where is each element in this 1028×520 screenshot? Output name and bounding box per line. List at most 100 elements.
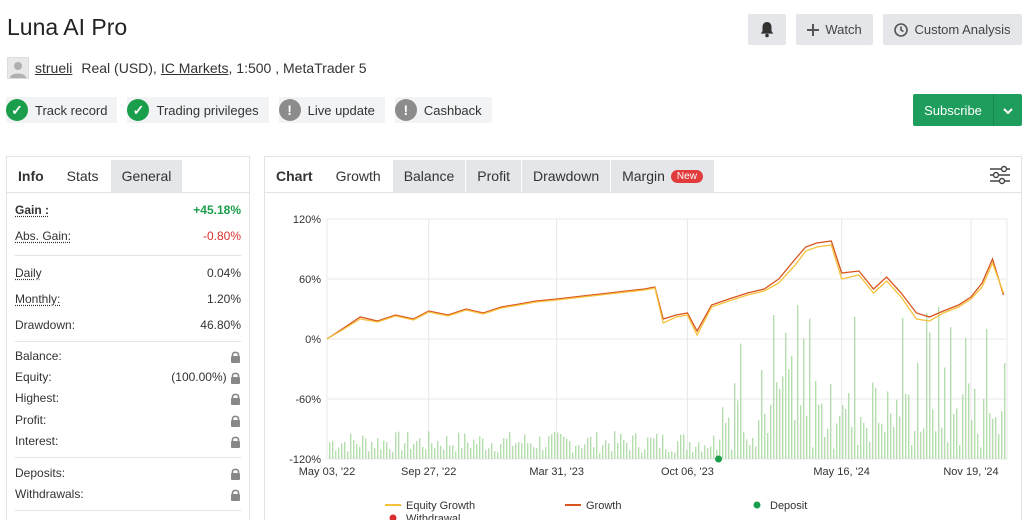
y-tick-label: 0% bbox=[305, 334, 321, 346]
x-tick-label: May 16, '24 bbox=[813, 466, 870, 478]
tab-info[interactable]: Info bbox=[7, 160, 56, 192]
activity-bar bbox=[980, 447, 982, 459]
activity-bar bbox=[764, 414, 766, 459]
activity-bar bbox=[935, 431, 937, 459]
activity-bar bbox=[968, 383, 970, 459]
stat-label[interactable]: Abs. Gain: bbox=[15, 229, 72, 243]
activity-bar bbox=[920, 431, 922, 459]
stats-tabs: Info Stats General bbox=[7, 157, 249, 193]
activity-bar bbox=[896, 399, 898, 459]
growth-chart[interactable]: 120% 60% 0% -60% -120%May 03, '22 Sep 27, '22… bbox=[265, 193, 1021, 520]
activity-bar bbox=[698, 442, 700, 459]
activity-bar bbox=[653, 438, 655, 459]
bell-icon bbox=[760, 22, 774, 38]
stat-value: (100.00%) bbox=[171, 370, 227, 384]
activity-bar bbox=[869, 441, 871, 459]
avatar[interactable] bbox=[7, 57, 29, 79]
activity-bar bbox=[467, 442, 469, 459]
activity-bar bbox=[962, 394, 964, 459]
stat-value: -0.80% bbox=[202, 229, 241, 243]
stat-label[interactable]: Monthly: bbox=[15, 292, 61, 306]
stat-equity: Equity: (100.00%) bbox=[15, 370, 241, 384]
activity-bar bbox=[947, 442, 949, 459]
activity-bar bbox=[926, 312, 928, 459]
stat-label[interactable]: Gain : bbox=[15, 203, 50, 217]
activity-bar bbox=[899, 416, 901, 459]
activity-bar bbox=[536, 447, 538, 459]
tab-margin[interactable]: Margin New bbox=[611, 160, 715, 192]
broker-link[interactable]: IC Markets bbox=[160, 60, 229, 76]
lock-icon bbox=[230, 413, 241, 427]
legend-label[interactable]: Withdrawal bbox=[406, 513, 460, 520]
equity-growth-line bbox=[326, 244, 1005, 340]
tab-profit[interactable]: Profit bbox=[466, 160, 522, 192]
stat-label[interactable]: Daily bbox=[15, 266, 42, 280]
exclamation-icon: ! bbox=[394, 99, 417, 121]
stat-label: Withdrawals: bbox=[15, 487, 84, 501]
activity-bar bbox=[374, 447, 376, 459]
activity-bar bbox=[362, 435, 364, 459]
activity-bar bbox=[542, 450, 544, 459]
activity-bar bbox=[518, 442, 520, 459]
activity-bar bbox=[521, 443, 523, 459]
activity-bar bbox=[866, 427, 868, 459]
x-tick-label: Oct 06, '23 bbox=[661, 466, 714, 478]
legend-label[interactable]: Equity Growth bbox=[406, 500, 475, 512]
badge-live-update[interactable]: ! Live update bbox=[278, 97, 385, 123]
activity-bar bbox=[689, 442, 691, 459]
tab-growth[interactable]: Growth bbox=[324, 160, 393, 192]
activity-bar bbox=[611, 451, 613, 459]
activity-bar bbox=[683, 434, 685, 459]
activity-bar bbox=[887, 391, 889, 459]
chevron-down-icon[interactable] bbox=[994, 103, 1022, 118]
activity-bar bbox=[392, 451, 394, 459]
badge-trading-privileges[interactable]: ✓ Trading privileges bbox=[127, 97, 269, 123]
activity-bar bbox=[557, 432, 559, 459]
activity-bar bbox=[524, 434, 526, 459]
watch-button[interactable]: Watch bbox=[796, 14, 873, 45]
activity-bar bbox=[581, 448, 583, 459]
activity-bar bbox=[584, 444, 586, 459]
legend-label[interactable]: Deposit bbox=[770, 500, 807, 512]
chart-panel: Chart Growth Balance Profit Drawdown Mar… bbox=[264, 156, 1022, 520]
custom-analysis-label: Custom Analysis bbox=[914, 22, 1011, 37]
lock-icon bbox=[230, 466, 241, 480]
activity-bar bbox=[752, 437, 754, 459]
badge-cashback[interactable]: ! Cashback bbox=[394, 97, 492, 123]
stat-balance: Balance: bbox=[15, 349, 241, 363]
tab-drawdown[interactable]: Drawdown bbox=[521, 160, 612, 192]
activity-bar bbox=[626, 442, 628, 459]
activity-bar bbox=[662, 434, 664, 459]
stat-interest: Interest: bbox=[15, 434, 241, 448]
user-link[interactable]: strueli bbox=[35, 60, 73, 76]
activity-bar bbox=[794, 420, 796, 459]
tab-stats[interactable]: Stats bbox=[55, 160, 111, 192]
activity-bar bbox=[329, 442, 331, 459]
custom-analysis-button[interactable]: Custom Analysis bbox=[883, 14, 1022, 45]
activity-bar bbox=[449, 445, 451, 459]
activity-bar bbox=[608, 443, 610, 459]
legend-label[interactable]: Growth bbox=[586, 500, 621, 512]
activity-bar bbox=[854, 316, 856, 459]
chart-settings-button[interactable] bbox=[989, 165, 1011, 188]
subscribe-button[interactable]: Subscribe bbox=[913, 94, 1022, 126]
activity-bar bbox=[719, 439, 721, 459]
activity-bar bbox=[569, 440, 571, 459]
activity-bar bbox=[956, 408, 958, 459]
stat-deposits: Deposits: bbox=[15, 466, 241, 480]
activity-bar bbox=[665, 449, 667, 459]
notifications-button[interactable] bbox=[748, 14, 786, 45]
activity-bar bbox=[554, 431, 556, 459]
tab-general[interactable]: General bbox=[110, 160, 184, 192]
stat-label: Balance: bbox=[15, 349, 62, 363]
activity-bar bbox=[332, 440, 334, 459]
deposit-marker[interactable] bbox=[715, 455, 723, 463]
tab-chart[interactable]: Chart bbox=[265, 160, 325, 192]
activity-bar bbox=[656, 433, 658, 459]
activity-bar bbox=[620, 433, 622, 459]
stat-label: Deposits: bbox=[15, 466, 66, 480]
activity-bar bbox=[398, 431, 400, 459]
lock-icon bbox=[230, 370, 241, 384]
badge-track-record[interactable]: ✓ Track record bbox=[6, 97, 118, 123]
tab-balance[interactable]: Balance bbox=[392, 160, 467, 192]
